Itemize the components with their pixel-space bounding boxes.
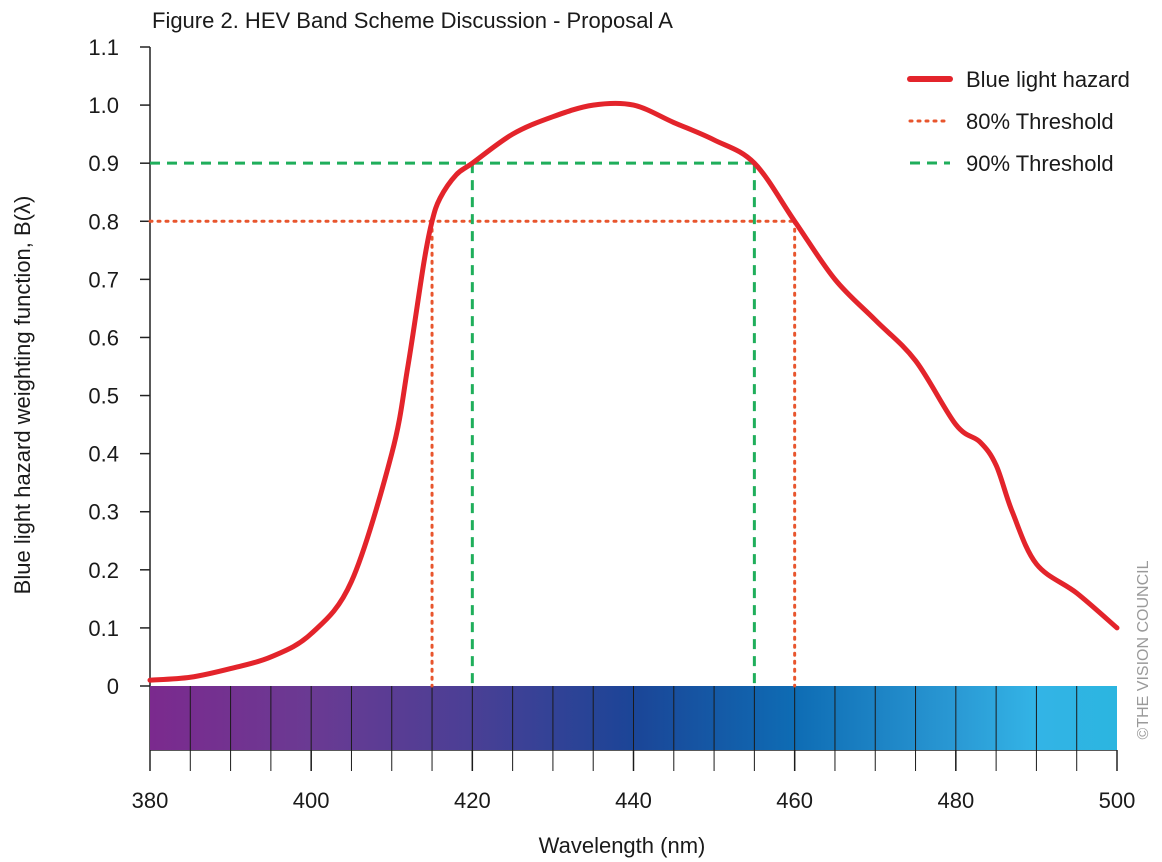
y-tick-label: 1.0	[88, 93, 119, 118]
y-tick-label: 0.6	[88, 325, 119, 350]
y-tick-label: 0.8	[88, 209, 119, 234]
y-tick-label: 0.2	[88, 558, 119, 583]
x-tick-label: 420	[454, 788, 491, 813]
spectrum-band	[150, 686, 1117, 771]
y-axis: 0 0.1 0.2 0.3 0.4 0.5 0.6 0.7 0.8 0.9 1.0 1.1	[88, 35, 151, 750]
legend-label-80-threshold: 80% Threshold	[966, 109, 1114, 134]
legend: Blue light hazard 80% Threshold 90% Thresh…	[907, 67, 1130, 176]
y-tick-label: 0.1	[88, 616, 119, 641]
blue-light-hazard-line	[147, 100, 1120, 683]
y-tick-label: 0.7	[88, 267, 119, 292]
x-tick-label: 400	[293, 788, 330, 813]
legend-label-blue-light-hazard: Blue light hazard	[966, 67, 1130, 92]
y-tick-label: 0.9	[88, 151, 119, 176]
x-tick-label: 480	[937, 788, 974, 813]
chart-title: Figure 2. HEV Band Scheme Discussion - P…	[152, 8, 673, 33]
x-axis-label: Wavelength (nm)	[539, 833, 706, 858]
x-tick-label: 460	[776, 788, 813, 813]
x-tick-label: 500	[1099, 788, 1136, 813]
x-tick-label: 440	[615, 788, 652, 813]
series-lines	[147, 100, 1120, 683]
y-tick-label: 0	[107, 674, 119, 699]
y-axis-label: Blue light hazard weighting function, B(…	[10, 196, 35, 595]
y-tick-label: 0.5	[88, 384, 119, 409]
legend-label-90-threshold: 90% Threshold	[966, 151, 1114, 176]
threshold-lines	[148, 161, 797, 688]
y-tick-label: 0.3	[88, 500, 119, 525]
y-tick-label: 0.4	[88, 442, 119, 467]
x-tick-label: 380	[132, 788, 169, 813]
y-tick-label: 1.1	[88, 35, 119, 60]
watermark: ©THE VISION COUNCIL	[1135, 560, 1152, 739]
